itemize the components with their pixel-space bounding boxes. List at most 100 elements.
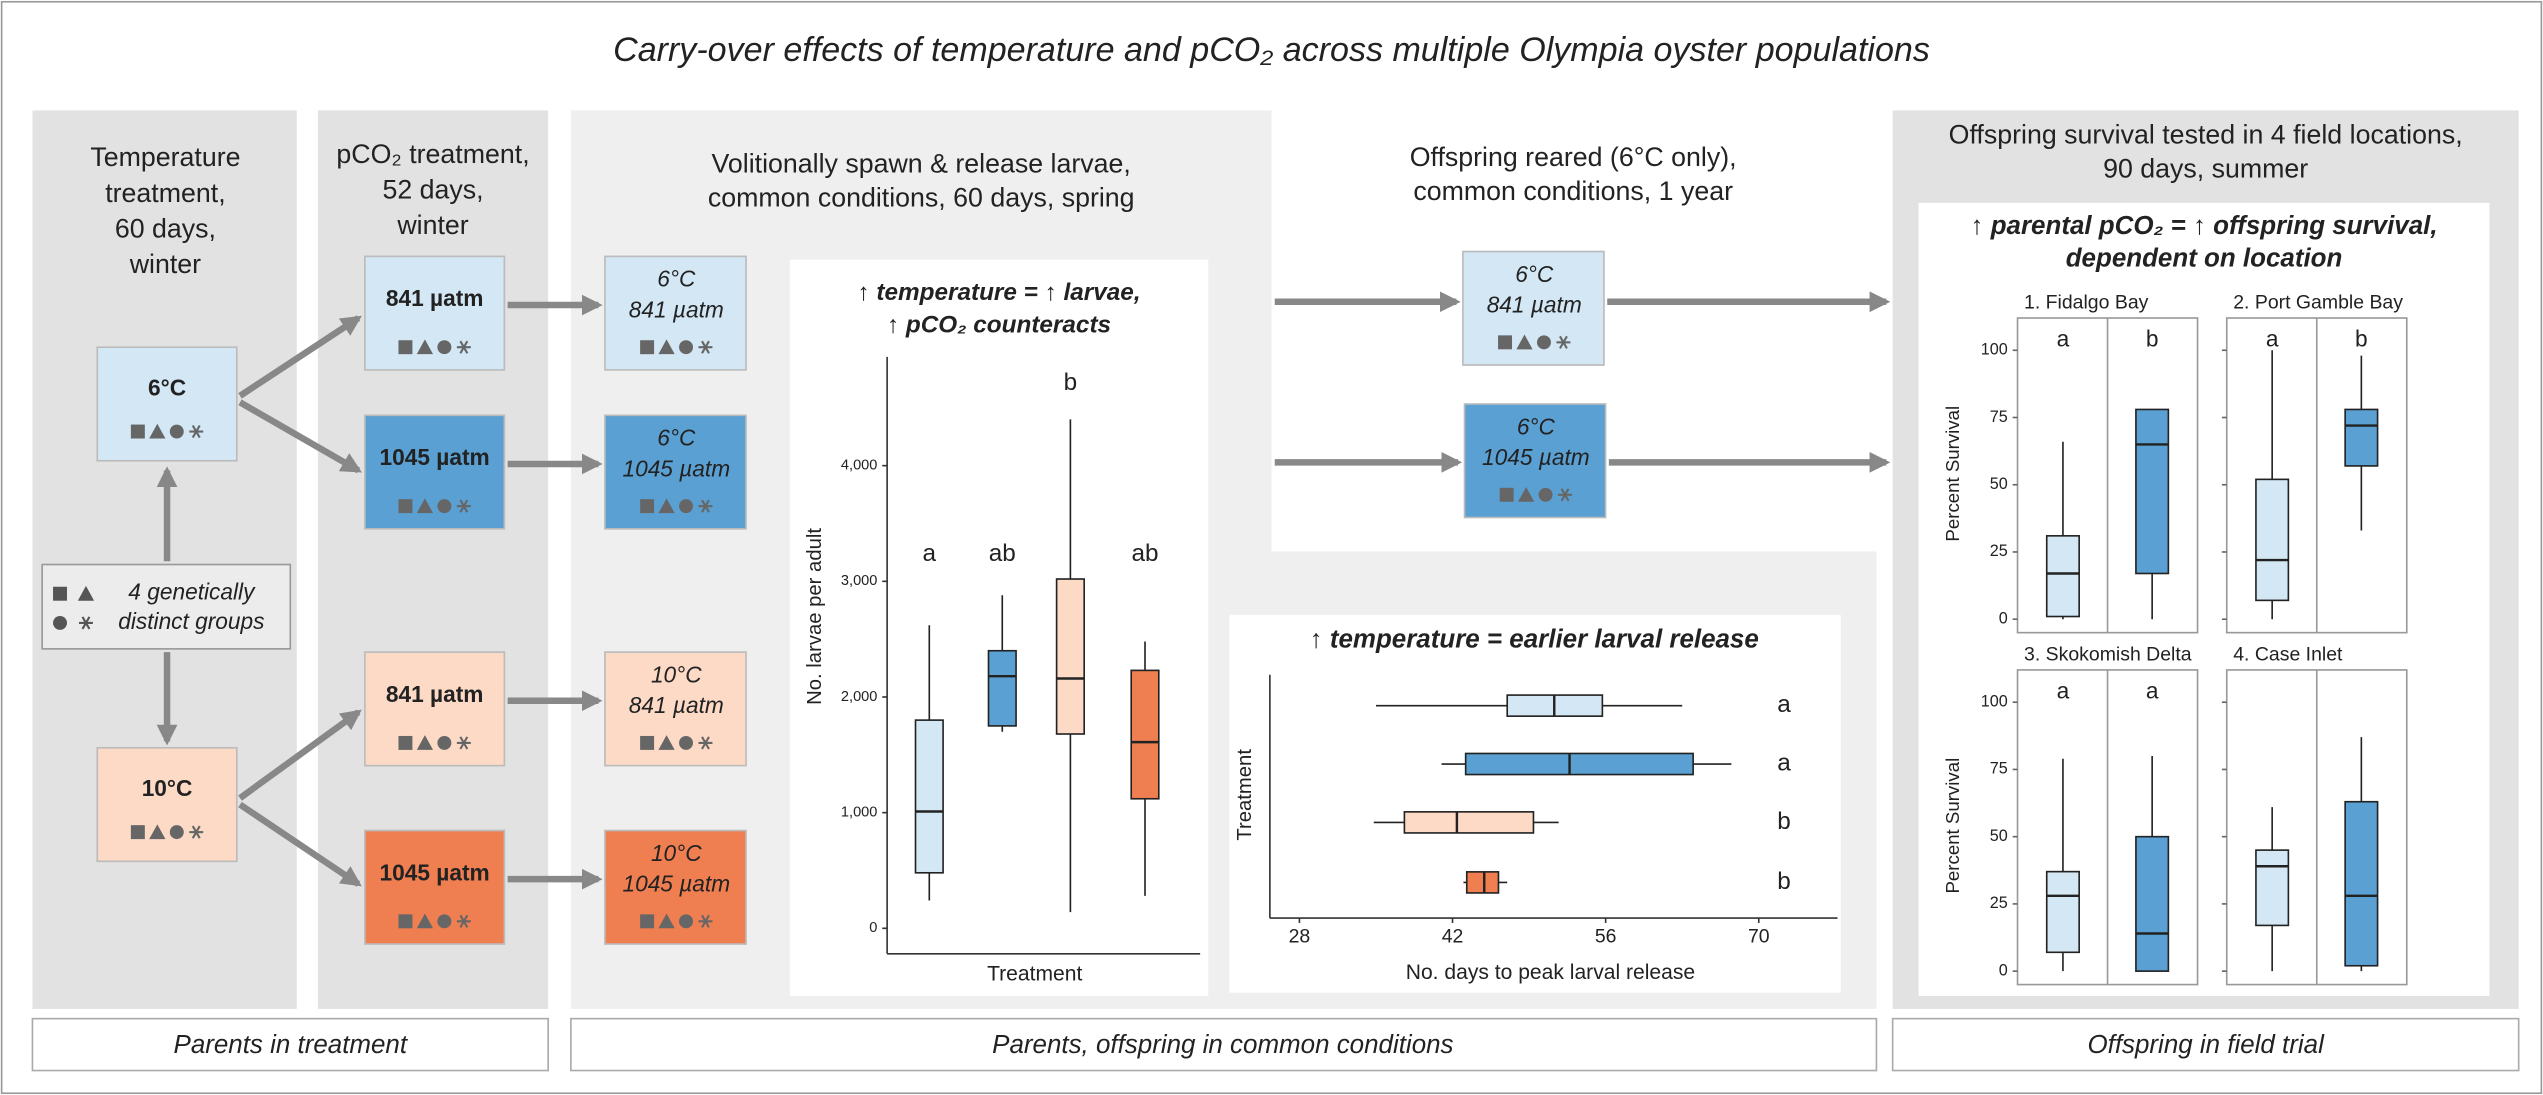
plot-panel: [1918, 202, 2490, 996]
symbol-triangle: [658, 339, 675, 355]
stage-header: treatment,: [105, 178, 225, 208]
groups-label: distinct groups: [118, 608, 264, 634]
plot-title: ↑ temperature = ↑ larvae,: [857, 279, 1140, 306]
temperature-label: 6°C: [148, 374, 186, 400]
symbol-asterisk: [459, 914, 469, 928]
symbol-triangle: [416, 735, 434, 750]
y-tick-label: 3,000: [841, 573, 877, 589]
stage-header: pCO₂ treatment,: [336, 139, 529, 169]
footer-box: [570, 1017, 1878, 1072]
symbol-triangle: [658, 498, 675, 514]
stage-header: Offspring reared (6°C only),: [1410, 142, 1737, 172]
symbol-circle: [679, 340, 693, 355]
symbol-circle: [169, 825, 184, 840]
box: [2045, 870, 2080, 954]
symbol-circle: [53, 615, 67, 630]
pco2-box: [364, 651, 506, 767]
symbol-circle: [437, 914, 452, 929]
treatment-box: [604, 414, 747, 530]
symbol-triangle: [416, 339, 434, 355]
treatment-box: [1462, 250, 1605, 366]
y-axis-label: Percent Survival: [1942, 406, 1963, 542]
symbol-square: [398, 340, 413, 355]
pco2-label: 841 µatm: [629, 297, 724, 323]
plot-panel: [789, 259, 1209, 996]
symbol-square: [398, 735, 413, 750]
pco2-label: 1045 µatm: [380, 444, 490, 470]
treatment-box: [604, 829, 747, 945]
x-tick-label: 28: [1289, 926, 1311, 948]
symbol-square: [1498, 335, 1513, 350]
temperature-box: [96, 746, 238, 863]
box: [2255, 849, 2290, 927]
x-axis-label: No. days to peak larval release: [1406, 961, 1695, 984]
title: Carry-over effects of temperature and pC…: [613, 31, 1930, 69]
temperature-label: 10°C: [651, 840, 702, 866]
symbol-triangle: [658, 735, 675, 750]
symbol-asterisk: [701, 736, 710, 750]
y-tick-label: 0: [1999, 609, 2008, 627]
symbol-asterisk: [191, 825, 201, 839]
box: [914, 719, 944, 874]
arrow: [238, 399, 363, 474]
footer-box: [1891, 1017, 2520, 1072]
groups-box: [41, 563, 292, 650]
footer-label: Parents in treatment: [174, 1031, 409, 1059]
significance-letter: b: [1064, 369, 1078, 396]
symbol-circle: [679, 735, 693, 750]
arrow: [238, 801, 362, 887]
significance-letter: a: [1777, 691, 1791, 718]
symbol-square: [640, 499, 655, 514]
stage-header: common conditions, 60 days, spring: [708, 183, 1135, 213]
y-tick-label: 2,000: [841, 689, 877, 705]
footer-label: Parents, offspring in common conditions: [992, 1031, 1453, 1059]
stage-header: Temperature: [90, 142, 240, 172]
symbol-triangle: [1516, 334, 1533, 350]
box: [2135, 835, 2170, 972]
stage-header: winter: [129, 249, 201, 279]
footer-box: [31, 1017, 549, 1072]
y-tick-label: 75: [1990, 408, 2008, 426]
box: [1055, 578, 1085, 735]
pco2-label: 1045 µatm: [622, 871, 730, 897]
significance-letter: b: [2146, 326, 2159, 352]
box: [2135, 408, 2170, 575]
stage-header: 52 days,: [382, 175, 483, 205]
y-axis-label: No. larvae per adult: [804, 528, 826, 705]
symbol-triangle: [77, 585, 95, 601]
temperature-label: 6°C: [1517, 413, 1556, 439]
symbol-asterisk: [191, 424, 201, 439]
y-tick-label: 100: [1981, 341, 2008, 359]
significance-letter: b: [2355, 326, 2368, 352]
box: [2255, 478, 2290, 602]
significance-letter: a: [2146, 678, 2159, 704]
pco2-box: [364, 414, 506, 530]
y-tick-label: 0: [1999, 961, 2008, 979]
box: [1465, 871, 1500, 894]
plot-title: ↑ pCO₂ counteracts: [887, 312, 1111, 339]
stage-header: winter: [396, 210, 468, 240]
stage-header: common conditions, 1 year: [1413, 176, 1733, 206]
significance-letter: ab: [1131, 540, 1158, 567]
box: [2344, 800, 2379, 967]
symbol-circle: [437, 499, 452, 514]
y-tick-label: 25: [1990, 894, 2008, 912]
treatment-box: [604, 255, 747, 371]
y-tick-label: 25: [1990, 542, 2008, 560]
box: [2344, 408, 2379, 467]
y-axis-label: Percent Survival: [1942, 758, 1963, 894]
symbol-square: [398, 499, 413, 514]
symbol-asterisk: [459, 499, 469, 513]
pco2-label: 841 µatm: [629, 692, 724, 718]
x-tick-label: 56: [1595, 926, 1617, 948]
pco2-label: 841 µatm: [386, 681, 484, 707]
groups-label: 4 genetically: [128, 579, 256, 605]
y-axis-label: Treatment: [1234, 749, 1256, 841]
significance-letter: ab: [989, 540, 1016, 567]
temperature-label: 10°C: [651, 661, 702, 687]
x-tick-label: 70: [1748, 926, 1770, 948]
subplot-title: 4. Case Inlet: [2233, 643, 2343, 665]
significance-letter: a: [1777, 749, 1791, 776]
symbol-asterisk: [1560, 488, 1570, 502]
